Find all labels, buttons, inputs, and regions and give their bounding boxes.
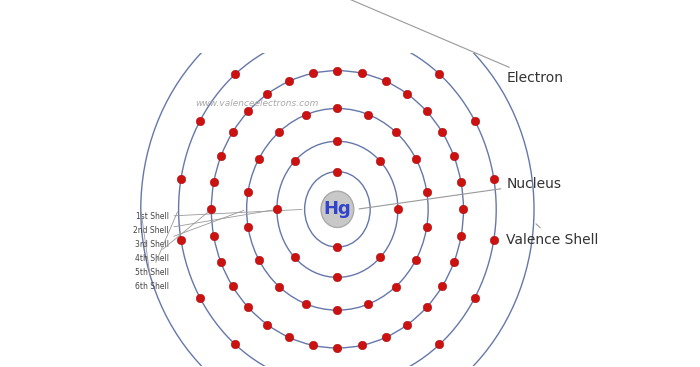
Text: Electron: Electron	[342, 0, 564, 85]
Point	[380, 78, 391, 84]
Point	[289, 254, 300, 260]
Point	[332, 106, 343, 112]
Point	[195, 118, 206, 124]
Point	[272, 206, 283, 212]
Point	[243, 304, 254, 310]
Point	[386, 41, 398, 47]
Point	[307, 70, 318, 76]
Point	[227, 283, 238, 289]
Point	[488, 176, 499, 182]
Point	[410, 257, 421, 263]
Text: www.valenceelectrons.com: www.valenceelectrons.com	[195, 99, 318, 108]
Point	[390, 284, 401, 290]
Point	[434, 342, 445, 348]
Point	[195, 295, 206, 301]
Text: 2nd Shell: 2nd Shell	[133, 210, 274, 235]
Point	[227, 129, 238, 135]
Point	[242, 189, 253, 195]
Point	[301, 112, 312, 117]
Point	[390, 129, 401, 135]
Point	[458, 206, 469, 212]
Point	[176, 237, 187, 243]
Point	[243, 108, 254, 114]
Point	[437, 129, 448, 135]
Point	[421, 108, 432, 114]
Point	[332, 30, 343, 36]
Point	[284, 78, 295, 84]
Point	[332, 345, 343, 351]
Point	[208, 179, 219, 185]
Point	[301, 301, 312, 307]
Point	[206, 206, 217, 212]
Text: 4th Shell: 4th Shell	[134, 211, 209, 263]
Point	[277, 41, 288, 47]
Point	[456, 179, 467, 185]
Point	[402, 91, 413, 97]
Point	[274, 284, 285, 290]
Point	[332, 68, 343, 74]
Point	[332, 244, 343, 250]
Point	[421, 189, 433, 195]
Point	[262, 321, 273, 327]
Point	[392, 206, 403, 212]
Point	[363, 112, 374, 117]
Text: 6th Shell: 6th Shell	[134, 212, 169, 291]
Ellipse shape	[321, 191, 354, 228]
Point	[410, 156, 421, 162]
Point	[274, 129, 285, 135]
Text: 1st Shell: 1st Shell	[136, 210, 302, 221]
Point	[421, 304, 432, 310]
Point	[216, 259, 227, 265]
Point	[284, 334, 295, 340]
Point	[469, 118, 480, 124]
Text: Valence Shell: Valence Shell	[506, 224, 598, 247]
Point	[176, 176, 187, 182]
Point	[434, 71, 445, 77]
Point	[456, 233, 467, 239]
Point	[262, 91, 273, 97]
Text: Nucleus: Nucleus	[359, 177, 561, 209]
Point	[356, 70, 368, 76]
Point	[253, 156, 265, 162]
Point	[332, 138, 343, 144]
Point	[363, 301, 374, 307]
Point	[469, 295, 480, 301]
Point	[356, 342, 368, 348]
Point	[230, 71, 241, 77]
Point	[448, 259, 459, 265]
Point	[421, 224, 433, 230]
Point	[448, 153, 459, 159]
Point	[230, 342, 241, 348]
Point	[289, 158, 300, 164]
Text: 3rd Shell: 3rd Shell	[134, 210, 244, 249]
Point	[307, 342, 318, 348]
Point	[374, 158, 386, 164]
Point	[332, 307, 343, 313]
Point	[488, 237, 499, 243]
Point	[332, 168, 343, 174]
Point	[208, 233, 219, 239]
Point	[437, 283, 448, 289]
Point	[402, 321, 413, 327]
Point	[332, 275, 343, 280]
Point	[374, 254, 386, 260]
Point	[242, 224, 253, 230]
Point	[253, 257, 265, 263]
Text: 5th Shell: 5th Shell	[134, 212, 178, 277]
Text: Hg: Hg	[323, 200, 351, 218]
Point	[216, 153, 227, 159]
Point	[380, 334, 391, 340]
